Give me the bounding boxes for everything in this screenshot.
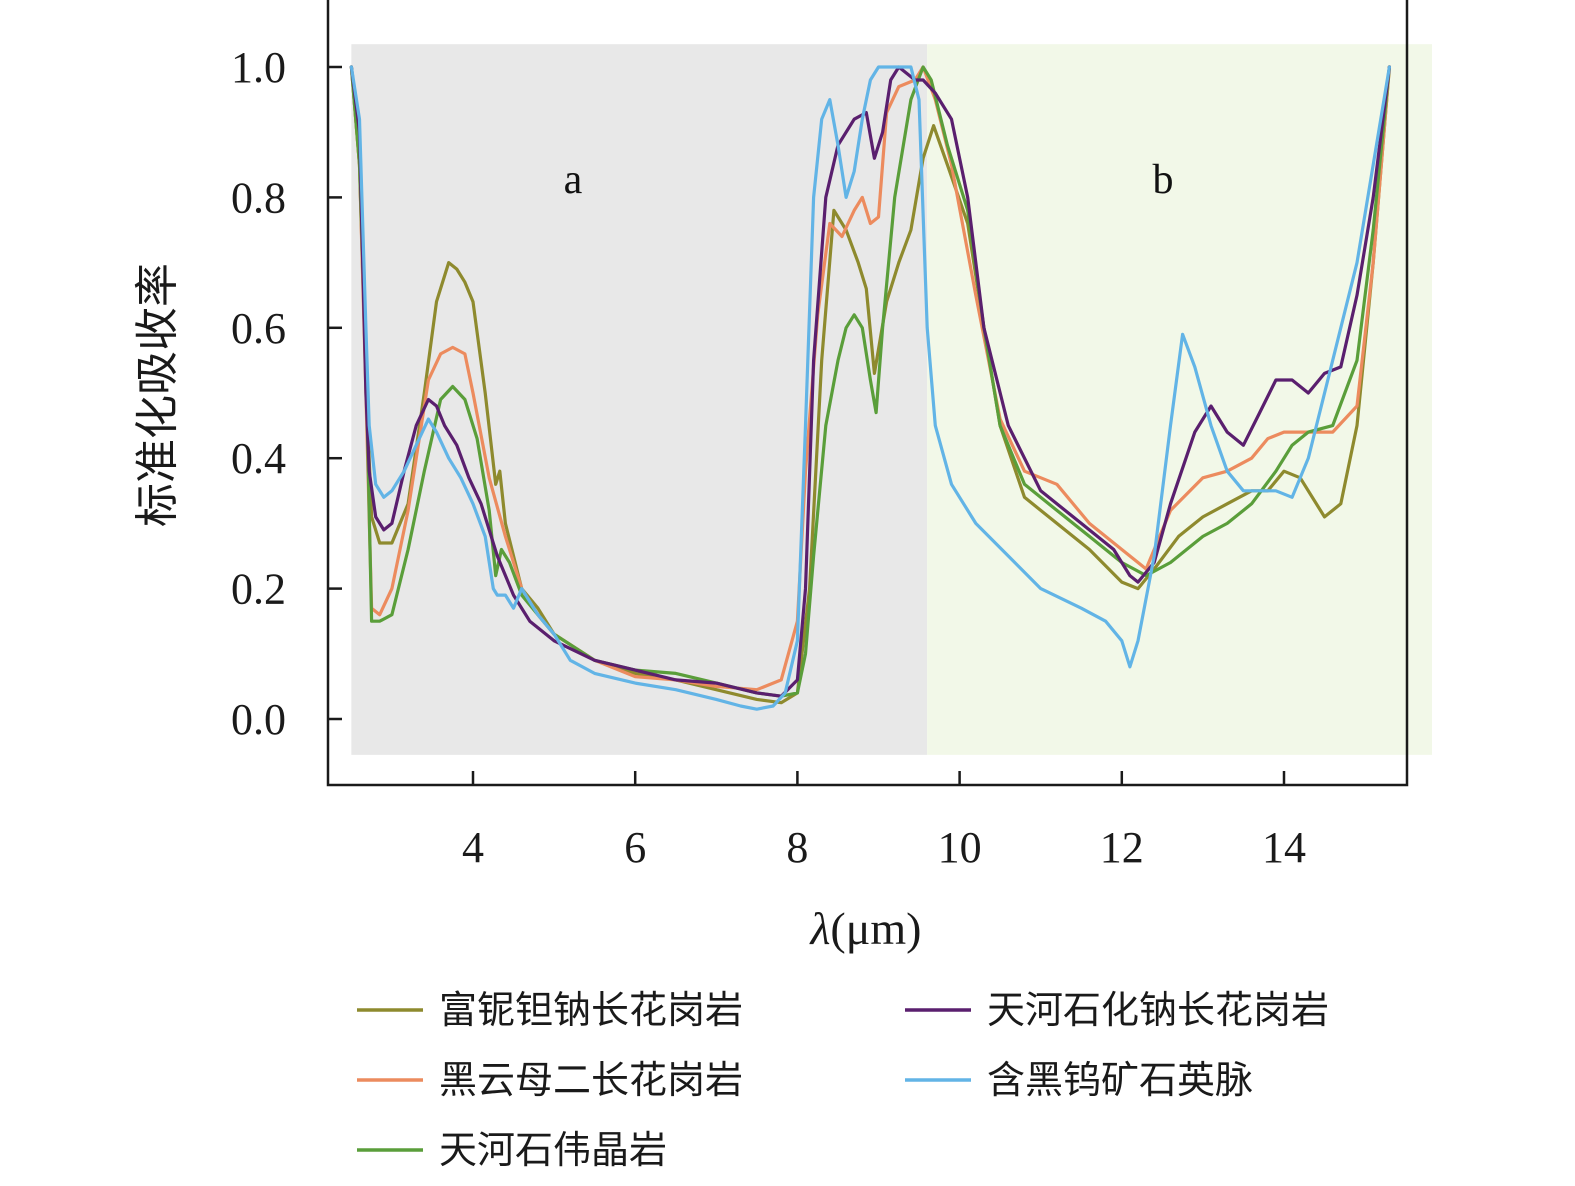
x-axis-symbol: λ: [808, 903, 830, 954]
y-tick-label: 0.0: [231, 695, 286, 744]
y-tick-label: 0.6: [231, 304, 286, 353]
region-label-b: b: [1153, 157, 1174, 203]
y-axis: 0.0 0.2 0.4 0.6 0.8 1.0: [231, 43, 342, 744]
y-axis-title: 标准化吸收率: [132, 263, 183, 527]
x-tick-label: 12: [1100, 823, 1144, 872]
series-lines: [349, 65, 1392, 711]
x-axis-unit: (μm): [830, 903, 921, 954]
legend-label: 天河石伟晶岩: [439, 1128, 667, 1172]
x-tick-label: 6: [624, 823, 646, 872]
x-axis-title: λ(μm): [808, 903, 921, 954]
series-line-3: [349, 65, 1392, 698]
legend-label: 天河石化钠长花岗岩: [987, 988, 1329, 1032]
y-tick-label: 0.8: [231, 173, 286, 222]
x-tick-label: 14: [1262, 823, 1306, 872]
y-tick-label: 1.0: [231, 43, 286, 92]
x-tick-label: 4: [462, 823, 484, 872]
x-tick-label: 10: [938, 823, 982, 872]
legend-item: 天河石化钠长花岗岩: [905, 988, 1329, 1032]
x-axis: 4 6 8 10 12 14: [462, 771, 1306, 872]
legend-item: 黑云母二长花岗岩: [357, 1058, 743, 1102]
legend-item: 天河石伟晶岩: [357, 1128, 667, 1172]
legend-label: 含黑钨矿石英脉: [987, 1058, 1253, 1102]
plot-frame: [326, 0, 1409, 787]
region-label-a: a: [564, 157, 583, 203]
legend-label: 黑云母二长花岗岩: [439, 1058, 743, 1102]
series-line-4: [349, 65, 1392, 698]
y-tick-label: 0.4: [231, 434, 286, 483]
legend-label: 富铌钽钠长花岗岩: [439, 988, 743, 1032]
series-line-2: [349, 65, 1392, 692]
y-tick-label: 0.2: [231, 565, 286, 614]
region-b: [927, 44, 1432, 755]
x-tick-label: 8: [786, 823, 808, 872]
series-line-5: [349, 65, 1392, 711]
region-a: [351, 44, 928, 755]
legend-item: 含黑钨矿石英脉: [905, 1058, 1253, 1102]
region-shading: [351, 44, 1432, 755]
legend-item: 富铌钽钠长花岗岩: [357, 988, 743, 1032]
